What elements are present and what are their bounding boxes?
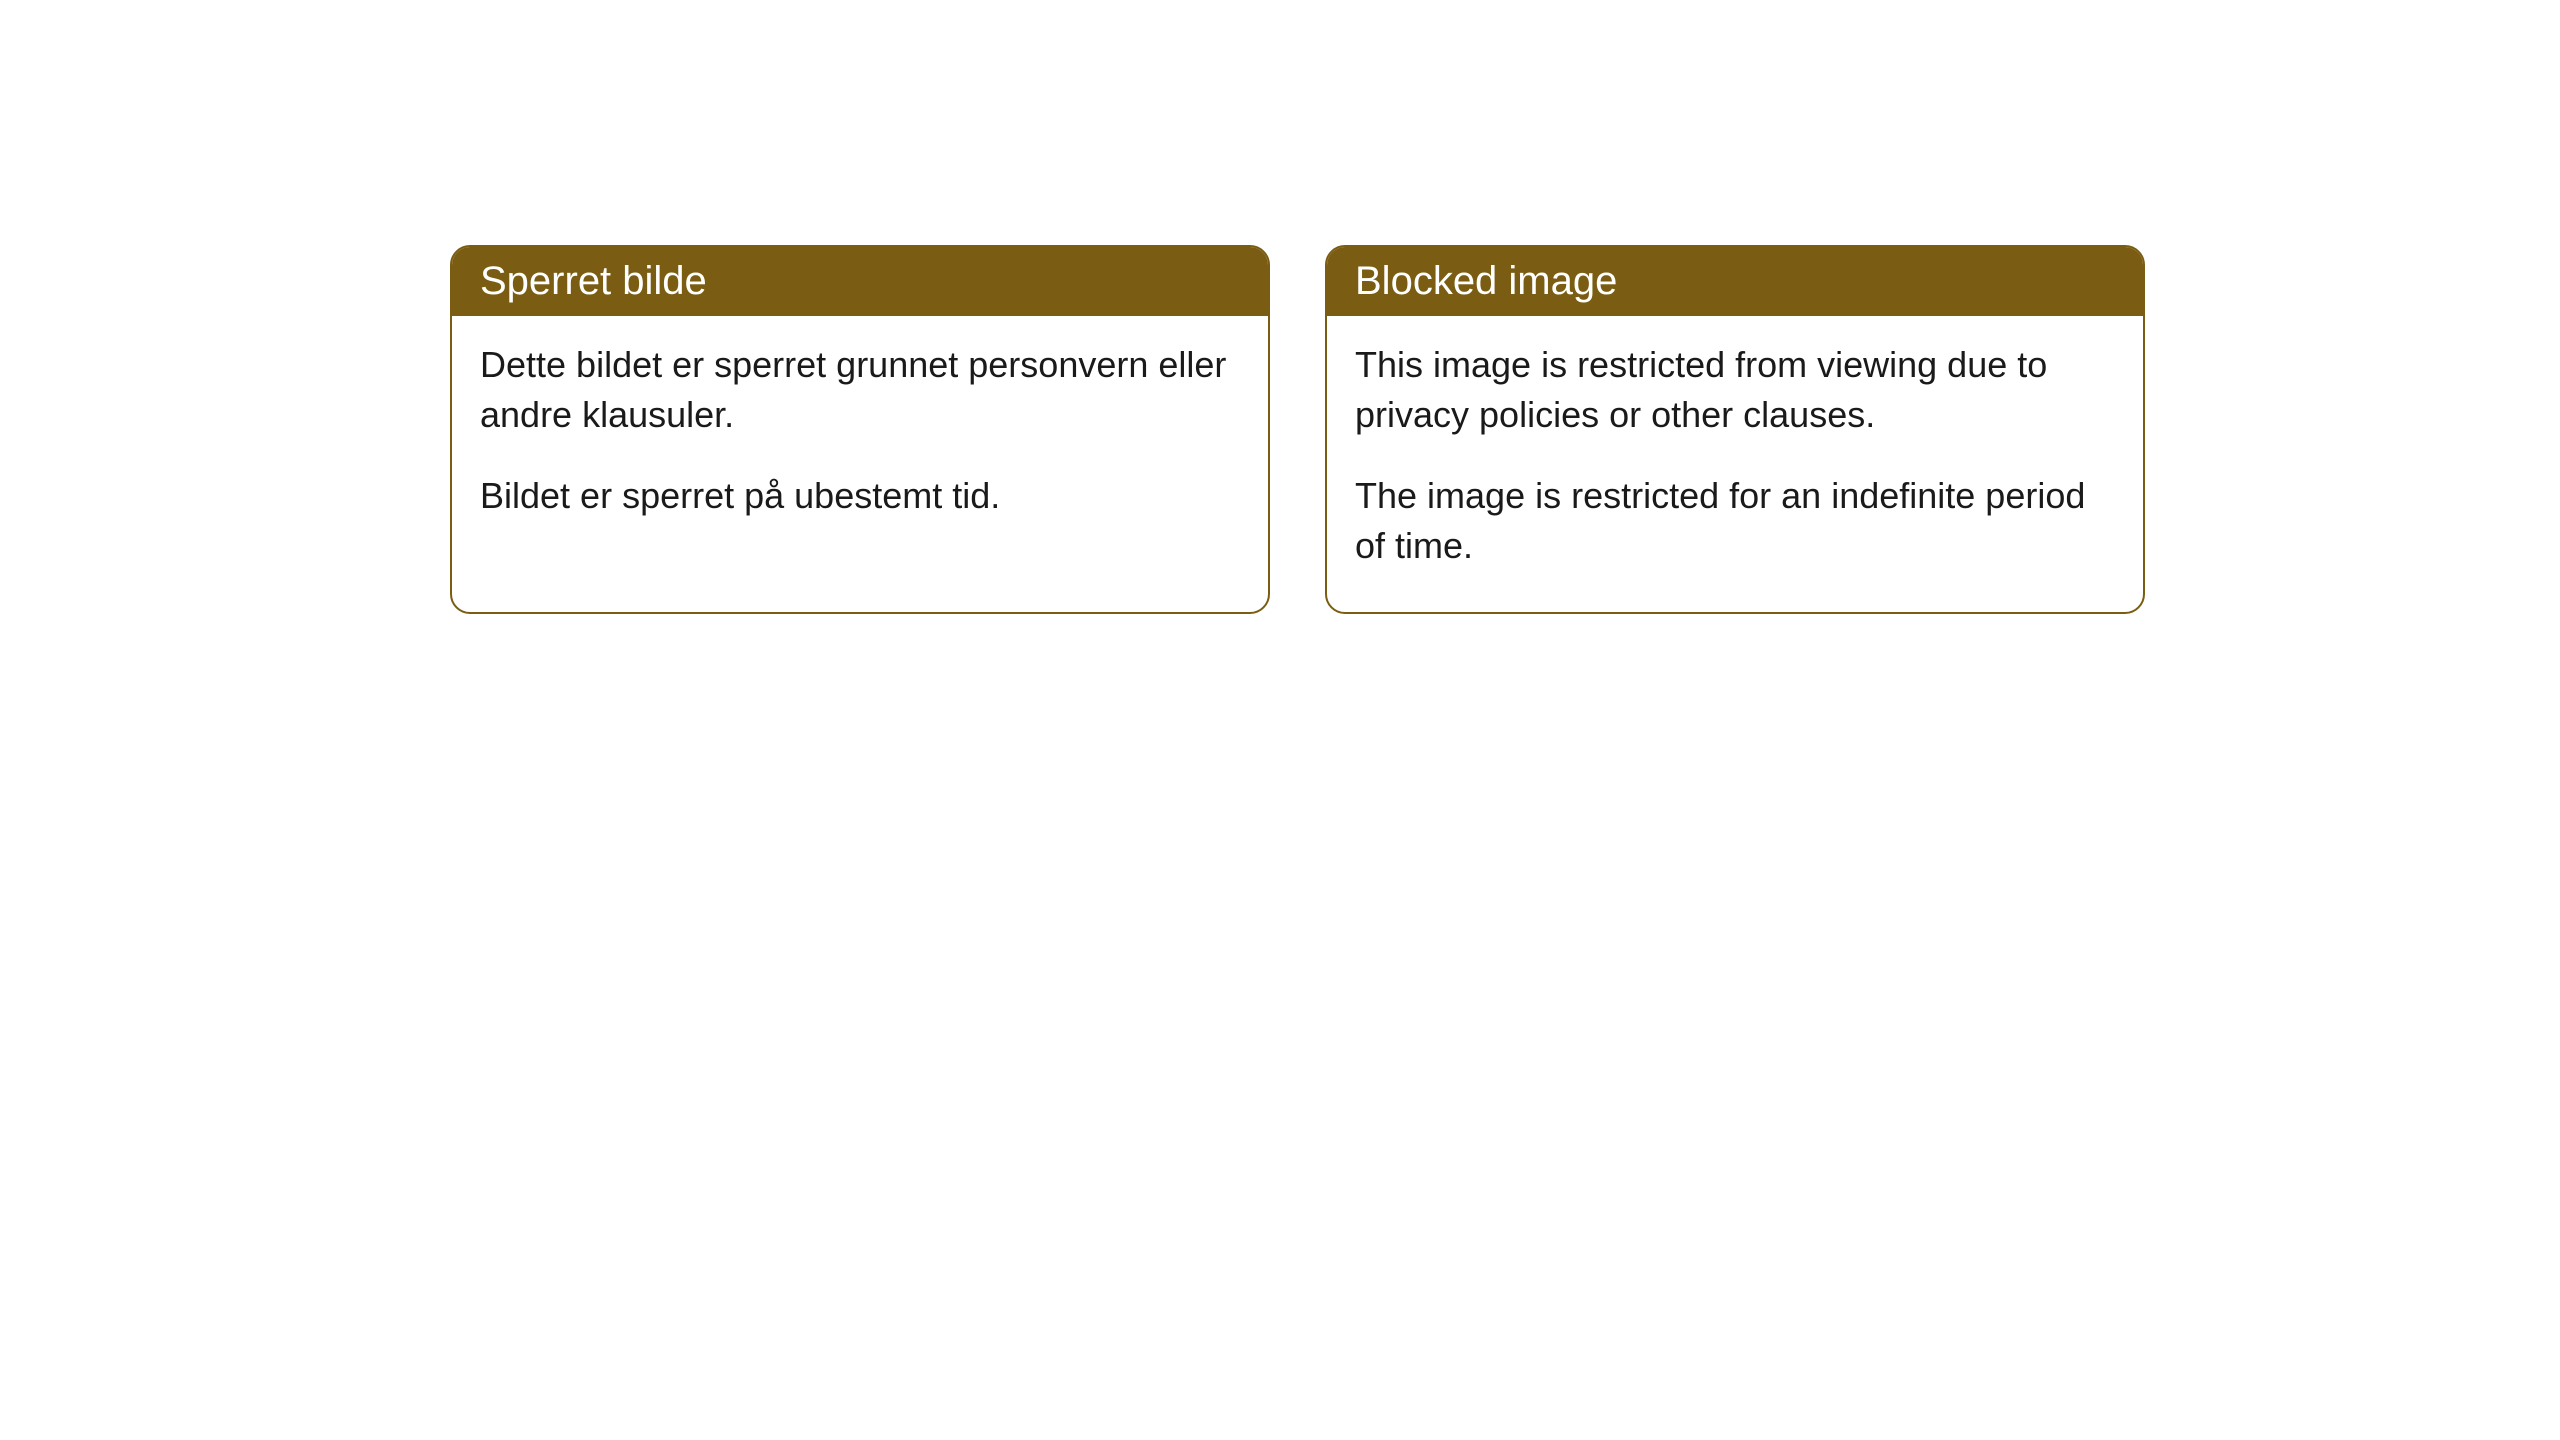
card-header-english: Blocked image (1327, 247, 2143, 316)
card-body-english: This image is restricted from viewing du… (1327, 316, 2143, 612)
cards-container: Sperret bilde Dette bildet er sperret gr… (450, 245, 2145, 614)
card-body-norwegian: Dette bildet er sperret grunnet personve… (452, 316, 1268, 561)
card-paragraph-1-norwegian: Dette bildet er sperret grunnet personve… (480, 340, 1240, 441)
card-paragraph-1-english: This image is restricted from viewing du… (1355, 340, 2115, 441)
card-paragraph-2-norwegian: Bildet er sperret på ubestemt tid. (480, 471, 1240, 521)
blocked-image-card-english: Blocked image This image is restricted f… (1325, 245, 2145, 614)
card-header-norwegian: Sperret bilde (452, 247, 1268, 316)
card-paragraph-2-english: The image is restricted for an indefinit… (1355, 471, 2115, 572)
blocked-image-card-norwegian: Sperret bilde Dette bildet er sperret gr… (450, 245, 1270, 614)
